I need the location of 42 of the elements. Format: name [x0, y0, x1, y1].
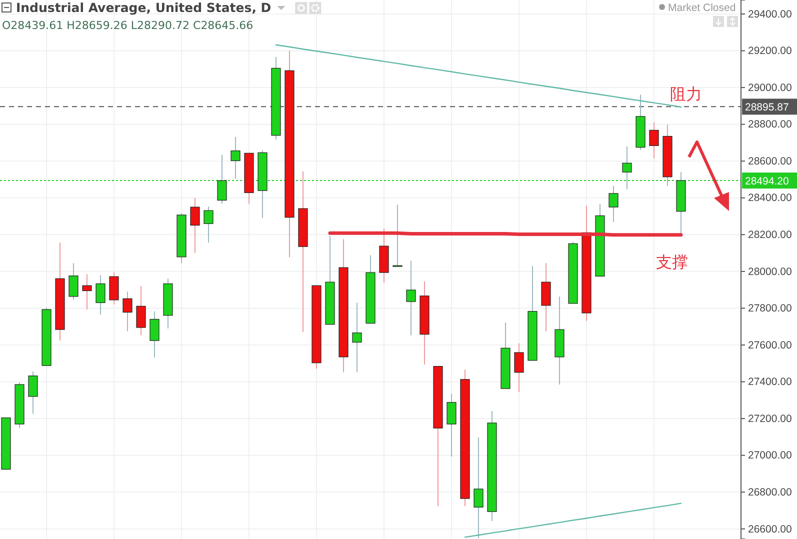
- line-series: [464, 502, 682, 538]
- y-tick-label: 27600.00: [748, 339, 792, 352]
- annotation: Market Closed: [668, 2, 736, 14]
- y-tick-label: 28600.00: [748, 155, 792, 168]
- y-tick-label: 26800.00: [748, 486, 792, 498]
- y-tick-label: 28800.00: [748, 118, 792, 131]
- candlestick: [352, 302, 362, 373]
- y-tick-label: 27400.00: [748, 376, 792, 388]
- y-tick-label: 29200.00: [748, 45, 792, 58]
- candlestick: [649, 122, 659, 159]
- candlestick: [190, 197, 200, 254]
- candlestick: [392, 204, 402, 268]
- y-tick-label: 27200.00: [748, 412, 792, 425]
- candlestick: [136, 286, 146, 336]
- text: O28439.61 H28659.26 L28290.72 C28645.66: [2, 19, 254, 32]
- y-tick-label: 29000.00: [748, 82, 792, 94]
- candlestick: [608, 185, 618, 222]
- y-tick-label: 26600.00: [748, 523, 792, 536]
- ref-line-label: 28494.20: [745, 176, 789, 188]
- y-tick-label: 27800.00: [748, 302, 792, 315]
- candlestick: [150, 310, 160, 358]
- y-tick-label: 28200.00: [748, 229, 792, 242]
- candlestick: [109, 272, 119, 305]
- candlestick: [230, 136, 240, 180]
- candlestick: [514, 342, 524, 393]
- y-tick-label: 28400.00: [748, 192, 792, 204]
- candlestick: [82, 274, 92, 310]
- candlestick: [68, 262, 78, 300]
- candlestick: [204, 206, 214, 244]
- candlestick: [122, 291, 132, 332]
- y-tick-label: 28000.00: [748, 266, 792, 278]
- candlestick: [446, 393, 456, 458]
- chart-title: Industrial Average, United States, D: [16, 0, 272, 15]
- annotation: 阻力: [670, 84, 702, 104]
- y-tick-label: 29400.00: [748, 8, 792, 20]
- annotation: 支撑: [656, 252, 688, 272]
- candlestick: [541, 262, 551, 332]
- candlestick: [96, 274, 106, 316]
- y-tick-label: 27000.00: [748, 450, 792, 462]
- ref-line-label: 28895.87: [745, 102, 789, 114]
- candlestick: [28, 370, 38, 414]
- candlestick: [406, 260, 416, 336]
